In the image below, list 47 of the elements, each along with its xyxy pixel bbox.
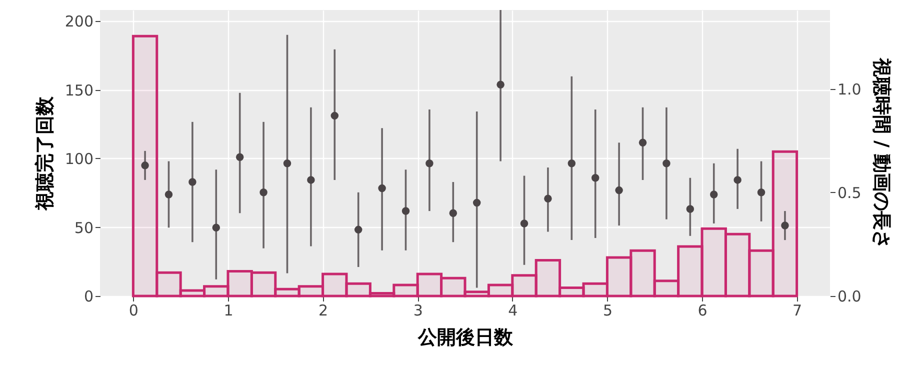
point	[757, 188, 766, 196]
point	[330, 112, 339, 120]
point	[260, 188, 268, 196]
y2-axis-title: 視聴時間 / 動画の長さ	[870, 56, 892, 250]
point	[188, 178, 196, 186]
y-tick-label: 100	[64, 150, 94, 168]
point	[426, 159, 434, 168]
point	[307, 176, 315, 184]
point	[734, 176, 742, 184]
x-tick-label: 0	[128, 302, 138, 320]
point	[283, 159, 292, 168]
y2-tick-label: 0.0	[838, 288, 862, 306]
point	[781, 222, 789, 230]
y-tick-label: 0	[84, 288, 94, 306]
point	[662, 159, 670, 168]
point	[354, 226, 362, 234]
x-tick-label: 2	[318, 302, 328, 320]
point	[591, 174, 600, 182]
point	[686, 205, 694, 213]
y2-tick-label: 1.0	[838, 80, 862, 98]
point	[568, 159, 576, 168]
x-tick-label: 1	[224, 302, 234, 320]
point	[710, 190, 718, 198]
y-axis-title: 視聴完了回数	[34, 96, 56, 212]
x-tick-label: 4	[508, 302, 518, 320]
point	[449, 209, 458, 217]
point	[402, 207, 410, 215]
point	[638, 138, 647, 147]
point	[141, 162, 149, 170]
y-tick-label: 150	[64, 81, 94, 100]
y-tick-label: 200	[64, 12, 94, 30]
x-tick-label: 5	[602, 302, 612, 320]
x-tick-label: 3	[413, 302, 423, 320]
point	[520, 220, 528, 228]
x-tick-label: 7	[792, 302, 802, 320]
point	[496, 80, 504, 88]
point	[378, 184, 386, 192]
x-tick-label: 6	[698, 302, 708, 320]
point	[236, 153, 244, 162]
y2-tick-label: 0.5	[838, 184, 862, 202]
y-tick-label: 50	[74, 218, 94, 237]
point	[212, 224, 220, 232]
x-axis-title: 公開後日数	[417, 326, 514, 348]
point	[544, 194, 552, 202]
point	[472, 198, 481, 207]
point	[164, 190, 173, 198]
point	[615, 186, 623, 194]
